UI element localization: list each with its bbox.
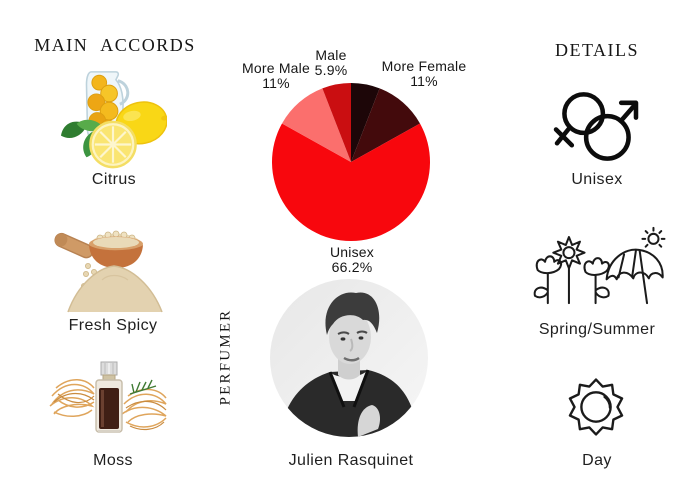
pie-callout-more-male: More Male 11%	[242, 61, 310, 91]
suit	[280, 370, 418, 437]
spring-summer-icon	[524, 226, 669, 305]
pie-callout-more-male-name: More Male	[242, 60, 310, 76]
perfumer-name[interactable]: Julien Rasquinet	[288, 452, 414, 469]
wooden-scoop	[54, 232, 94, 259]
pie-callout-male: Male 5.9%	[315, 48, 348, 78]
hand	[357, 405, 380, 437]
raffia-right	[121, 388, 167, 431]
detail-label-day: Day	[582, 452, 612, 469]
detail-label-spring-summer: Spring/Summer	[538, 321, 656, 338]
perfumer-heading: PERFUMER	[217, 308, 234, 406]
sun-rays	[568, 378, 624, 436]
citrus-accord-image	[59, 66, 167, 170]
umbrella-pole	[638, 249, 649, 305]
powder-pile	[67, 265, 163, 313]
moss-illustration	[49, 361, 167, 433]
detail-label-unisex: Unisex	[571, 171, 623, 188]
perfume-bottle	[95, 361, 123, 433]
pie-slice-more-female	[351, 88, 420, 162]
citrus-illustration	[60, 71, 167, 169]
pie-callout-unisex: Unisex 66.2%	[330, 245, 374, 275]
accord-label-citrus: Citrus	[91, 171, 137, 188]
pie-slice-more-male	[282, 88, 351, 162]
pitcher-handle	[117, 79, 130, 106]
half-lemon	[89, 120, 137, 169]
pie-callout-male-name: Male	[315, 47, 347, 63]
tulip-left	[535, 255, 563, 275]
unisex-gender-icon	[551, 88, 642, 165]
moss-accord-image	[48, 360, 170, 440]
green-sprigs	[129, 379, 157, 395]
raffia-left	[49, 379, 95, 417]
pie-callout-more-female: More Female 11%	[382, 59, 467, 89]
perfumer-photo[interactable]	[270, 279, 428, 437]
accord-label-moss: Moss	[93, 452, 133, 469]
pie-callout-male-pct: 5.9%	[314, 62, 348, 78]
male-circle	[583, 113, 631, 161]
day-sun-icon	[564, 375, 628, 439]
pie-slice-female	[351, 83, 380, 162]
perfumer-portrait-illustration	[270, 279, 428, 437]
pie-callout-unisex-pct: 66.2%	[331, 259, 373, 275]
pie-slice-unisex	[272, 123, 430, 241]
sunflower	[552, 236, 586, 270]
small-lemons	[87, 74, 119, 137]
seed-bowl	[89, 230, 143, 273]
pie-slice-male	[322, 83, 351, 162]
umbrella-canopy	[605, 248, 664, 281]
main-accords-title: MAIN ACCORDS	[34, 35, 196, 55]
fresh-spicy-illustration	[54, 230, 163, 313]
face	[329, 310, 371, 364]
pie-callout-more-female-pct: 11%	[410, 73, 438, 89]
tulip-right	[583, 257, 610, 276]
female-circle	[562, 92, 606, 136]
fresh-spicy-accord-image	[50, 222, 166, 314]
pie-callout-more-male-pct: 11%	[262, 75, 290, 91]
accord-label-fresh-spicy: Fresh Spicy	[68, 317, 158, 334]
details-title: DETAILS	[554, 40, 640, 60]
small-sun	[641, 226, 666, 248]
pie-callout-unisex-name: Unisex	[330, 244, 374, 260]
gender-pie-chart	[272, 83, 430, 241]
hair	[325, 292, 380, 335]
pie-callout-more-female-name: More Female	[381, 58, 467, 74]
